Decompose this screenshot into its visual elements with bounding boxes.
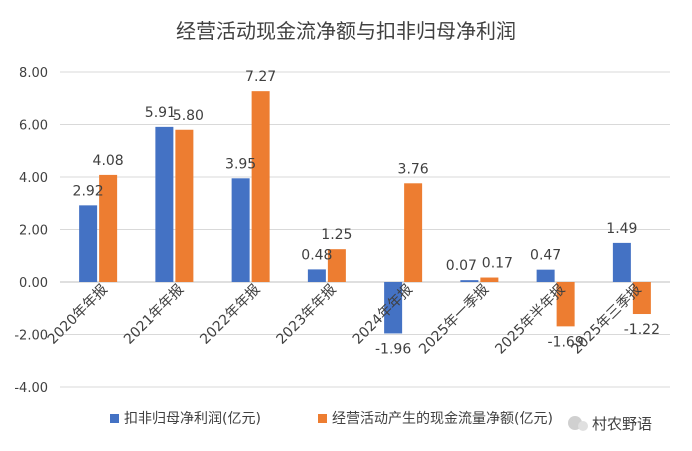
bar-profit	[536, 269, 555, 282]
data-label: 5.80	[173, 108, 204, 124]
data-label: 0.48	[301, 247, 332, 263]
bar-profit	[612, 242, 631, 282]
bar-profit	[155, 126, 174, 282]
bar-cashflow	[99, 174, 118, 282]
watermark: 村农野语	[568, 415, 652, 433]
data-label: 0.17	[482, 256, 513, 272]
data-label: 3.95	[225, 156, 256, 172]
data-label: 1.49	[606, 221, 637, 237]
bar-profit	[460, 280, 479, 282]
legend-label: 扣非归母净利润(亿元)	[124, 410, 261, 427]
y-tick-label: 0.00	[19, 276, 48, 291]
y-tick-label: 2.00	[19, 224, 48, 239]
bar-cashflow	[632, 282, 651, 315]
bar-profit	[231, 178, 250, 282]
data-label: 3.76	[398, 161, 429, 177]
y-tick-label: 4.00	[19, 171, 48, 186]
bar-cashflow	[327, 249, 346, 282]
bar-profit	[384, 282, 403, 334]
legend-label: 经营活动产生的现金流量净额(亿元)	[332, 411, 553, 427]
bar-profit	[79, 205, 98, 282]
legend-swatch	[110, 414, 119, 423]
data-label: 0.07	[446, 258, 477, 274]
y-tick-label: -2.00	[14, 329, 48, 344]
data-label: 4.08	[93, 153, 124, 169]
data-label: 0.47	[530, 248, 561, 264]
legend-swatch	[318, 414, 327, 423]
bar-cashflow	[175, 129, 194, 282]
watermark-text: 村农野语	[592, 415, 652, 433]
bar-profit	[307, 269, 326, 282]
data-label: -1.22	[624, 322, 660, 338]
y-tick-label: 6.00	[19, 119, 48, 134]
bar-cashflow	[251, 91, 270, 282]
data-label: -1.96	[375, 341, 411, 357]
data-label: 7.27	[245, 69, 276, 85]
y-tick-label: -4.00	[14, 381, 48, 396]
data-label: 1.25	[321, 227, 352, 243]
data-label: -1.69	[548, 334, 584, 350]
data-label: 5.91	[145, 105, 176, 121]
bar-cashflow	[556, 282, 575, 327]
data-label: 2.92	[73, 183, 104, 199]
bar-cashflow	[404, 183, 423, 282]
chart-title: 经营活动现金流净额与扣非归母净利润	[176, 19, 516, 43]
y-tick-label: 8.00	[19, 66, 48, 81]
bar-cashflow	[480, 277, 499, 282]
